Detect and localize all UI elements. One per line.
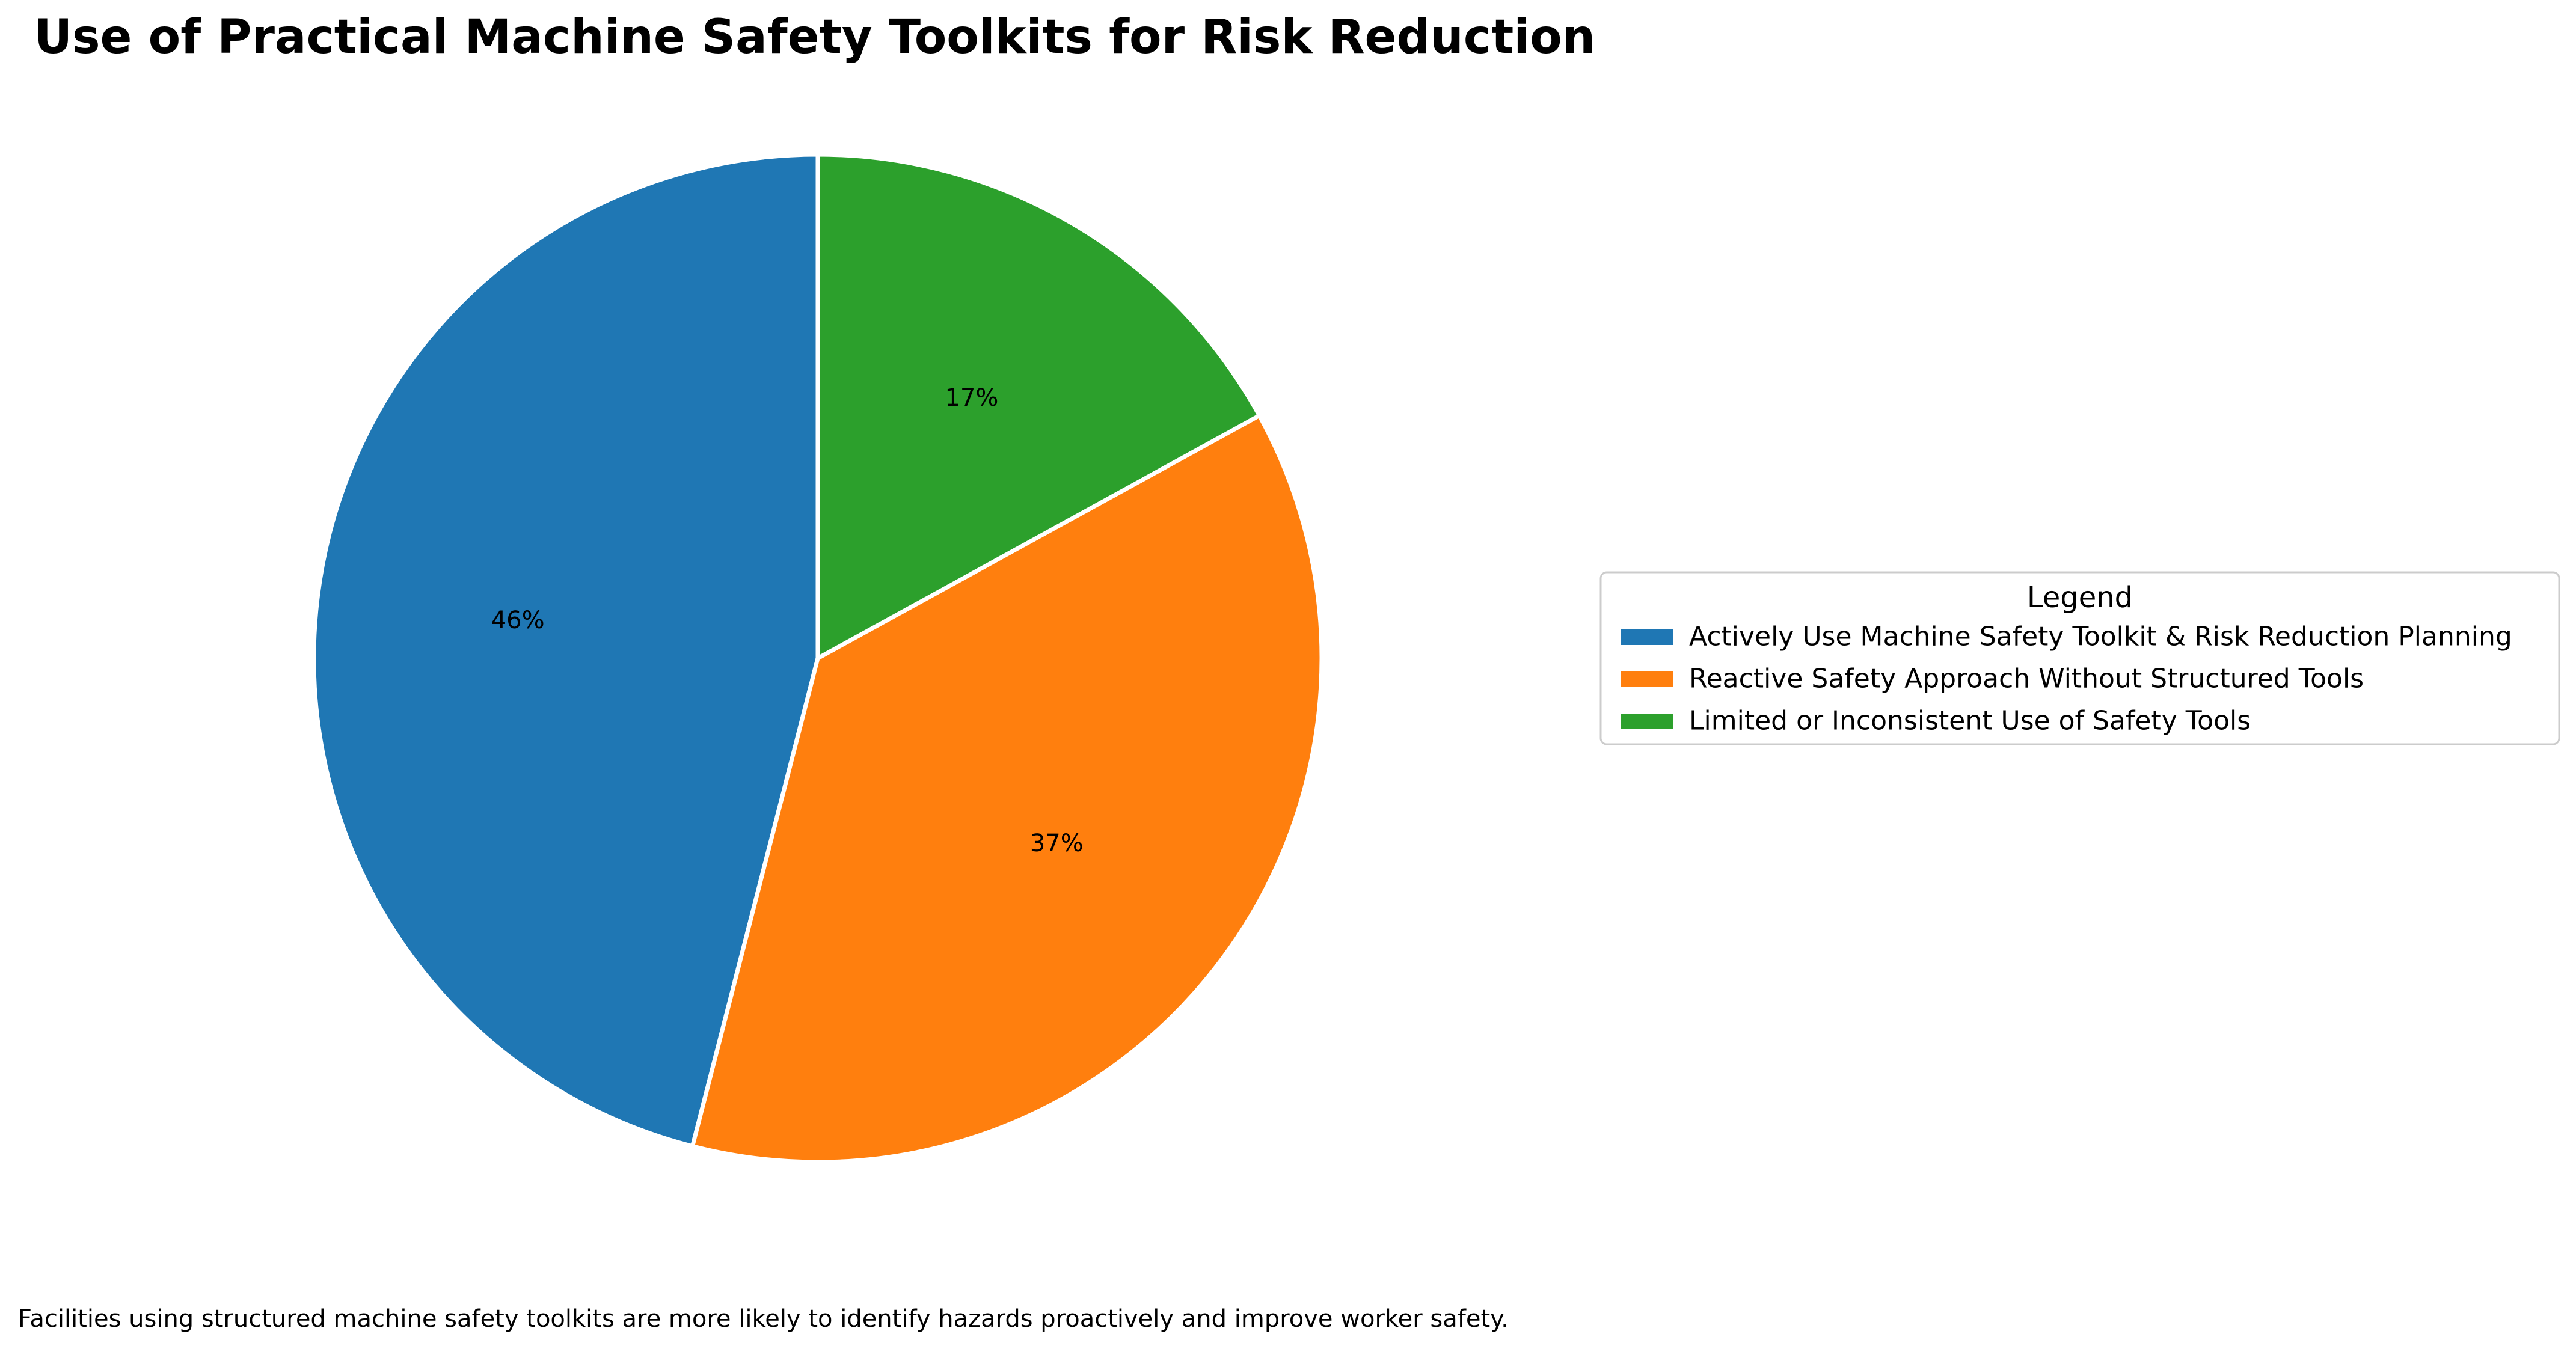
legend-label-actively-use-machine-safety-toolkit-risk-reduction-planning: Actively Use Machine Safety Toolkit & Ri… [1689,622,2512,652]
legend-items: Actively Use Machine Safety Toolkit & Ri… [1621,622,2512,736]
legend-label-reactive-safety-approach-without-structured-tools: Reactive Safety Approach Without Structu… [1689,664,2364,694]
legend-swatch-reactive-safety-approach-without-structured-tools [1621,671,1673,687]
pie-value-labels: 46% 37% 17% [491,384,1084,857]
legend-frame [1599,571,2560,745]
pie-value-label: 17% [945,384,998,412]
footnote: Facilities using structured machine safe… [18,1305,1509,1333]
pie-value-label: 46% [491,607,545,634]
pie-value-label: 37% [1030,830,1084,857]
legend-swatch-actively-use-machine-safety-toolkit-risk-reduction-planning [1621,629,1673,645]
chart-title: Use of Practical Machine Safety Toolkits… [34,10,1595,64]
legend-label-limited-or-inconsistent-use-of-safety-tools: Limited or Inconsistent Use of Safety To… [1689,706,2251,736]
pie-slice-limited-or-inconsistent-use-of-safety-tools [815,152,1262,661]
pie [311,152,1324,1164]
pie-slice-actively-use-machine-safety-toolkit-risk-reduction-planning [311,152,820,1149]
legend-swatch-limited-or-inconsistent-use-of-safety-tools [1621,714,1673,729]
legend: Legend Actively Use Machine Safety Toolk… [1599,571,2560,745]
legend-title: Legend [2027,581,2133,614]
pie-slice-reactive-safety-approach-without-structured-tools [690,413,1324,1164]
